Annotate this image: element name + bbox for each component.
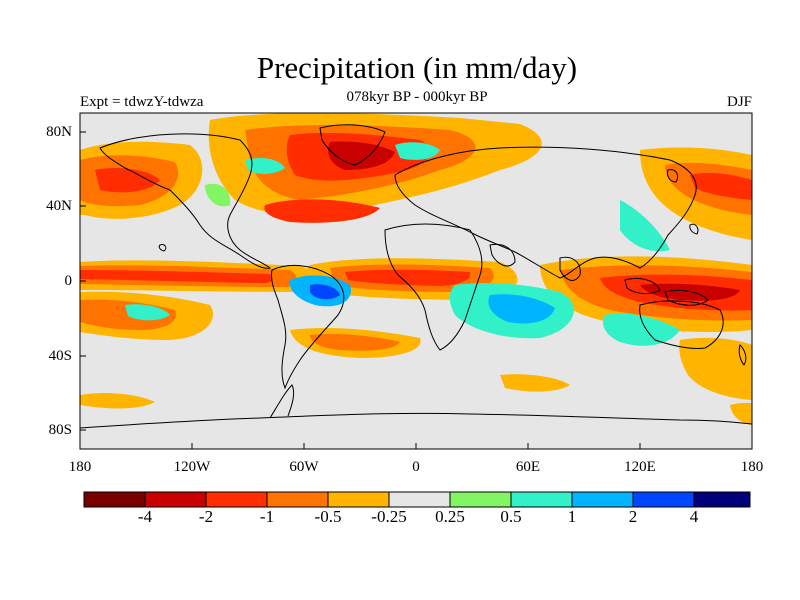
colorbar-box-2	[144, 491, 207, 508]
lat-label-40n: 40N	[46, 198, 72, 214]
colorbar-box-5	[327, 491, 390, 508]
lat-label-80s: 80S	[48, 422, 72, 438]
colorbar-label: -2	[198, 507, 214, 526]
lon-label-120w: 120W	[173, 459, 211, 475]
colorbar-label: 2	[628, 507, 638, 526]
plot-title: Precipitation (in mm/day)	[256, 50, 578, 85]
lon-label-180w: 180	[68, 459, 92, 475]
lon-label-120e: 120E	[624, 459, 656, 475]
plot-subtitle: 078kyr BP - 000kyr BP	[346, 89, 488, 105]
colorbar-label: -0.25	[371, 507, 407, 526]
colorbar-box-3	[205, 491, 268, 508]
lat-label-40s: 40S	[48, 348, 72, 364]
colorbar-box-1	[83, 491, 146, 508]
colorbar-label: 1	[567, 507, 577, 526]
latitude-ticks	[80, 131, 86, 431]
map-panel	[80, 113, 752, 449]
colorbar	[83, 491, 751, 508]
colorbar-box-4	[266, 491, 329, 508]
lon-label-60e: 60E	[515, 459, 541, 475]
colorbar-label: -0.5	[314, 507, 342, 526]
longitude-ticks	[79, 443, 753, 449]
colorbar-label: -4	[137, 507, 153, 526]
colorbar-label: -1	[259, 507, 275, 526]
colorbar-label: 0.25	[435, 507, 465, 526]
coastlines	[80, 124, 752, 429]
colorbar-box-8	[510, 491, 573, 508]
lat-label-80n: 80N	[46, 124, 72, 140]
colorbar-box-6	[388, 491, 451, 508]
colorbar-label: 4	[689, 507, 699, 526]
lon-label-180e: 180	[740, 459, 764, 475]
colorbar-box-9	[571, 491, 634, 508]
season-label: DJF	[726, 94, 752, 110]
lon-label-60w: 60W	[289, 459, 319, 475]
colorbar-label: 0.5	[500, 507, 522, 526]
colorbar-box-11	[693, 491, 751, 508]
lon-label-0: 0	[412, 459, 420, 475]
colorbar-box-10	[632, 491, 695, 508]
lat-label-0: 0	[64, 273, 73, 289]
experiment-label: Expt = tdwzY-tdwza	[80, 94, 204, 110]
colorbar-box-7	[449, 491, 512, 508]
